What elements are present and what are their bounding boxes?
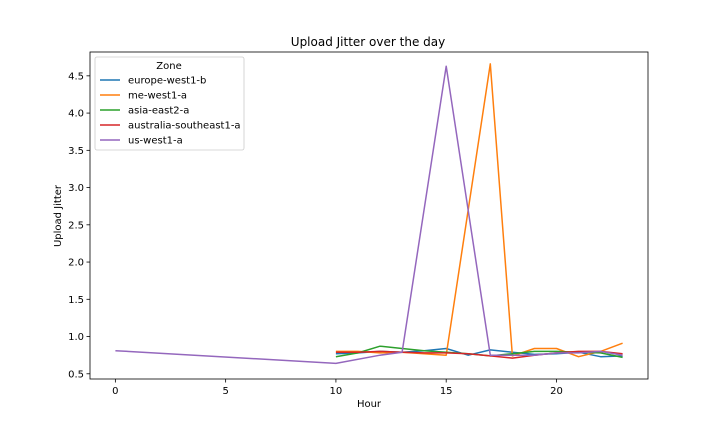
legend-title: Zone: [156, 61, 181, 72]
legend: Zone europe-west1-b me-west1-a asia-east2-…: [94, 56, 245, 151]
x-tick-label: 20: [550, 386, 563, 397]
y-axis-title: Upload Jitter: [53, 184, 64, 247]
y-tick-label: 2.5: [68, 220, 84, 231]
legend-entries: europe-west1-b me-west1-a asia-east2-a aust…: [100, 76, 241, 147]
legend-label: asia-east2-a: [128, 106, 189, 117]
series-line-me-west1-a: [335, 63, 623, 358]
chart-title: Upload Jitter over the day: [291, 35, 445, 49]
axes-frame: [89, 51, 649, 380]
x-tick-label: 15: [440, 386, 453, 397]
x-axis-title: Hour: [357, 399, 382, 410]
y-axis-ticks: 0.5 1.0 1.5 2.0 2.5 3.0 3.5 4.0 4.5: [68, 71, 90, 380]
y-tick-label: 4.5: [68, 71, 84, 82]
y-tick-label: 3.0: [68, 183, 84, 194]
series-line-australia-southeast1-a: [335, 350, 623, 359]
legend-label: australia-southeast1-a: [128, 121, 241, 132]
x-tick-label: 10: [330, 386, 343, 397]
y-tick-label: 1.5: [68, 295, 84, 306]
legend-label: us-west1-a: [128, 136, 183, 147]
x-tick-label: 5: [222, 386, 228, 397]
y-tick-label: 2.0: [68, 258, 84, 269]
series-line-us-west1-a: [115, 65, 623, 365]
y-tick-label: 3.5: [68, 146, 84, 157]
x-tick-label: 0: [112, 386, 118, 397]
y-tick-label: 0.5: [68, 369, 84, 380]
y-tick-label: 4.0: [68, 109, 84, 120]
plot-series: [115, 63, 623, 365]
x-axis-ticks: 0 5 10 15 20: [112, 379, 563, 397]
legend-box: [94, 56, 245, 151]
y-tick-label: 1.0: [68, 332, 84, 343]
legend-label: europe-west1-b: [128, 76, 206, 87]
legend-label: me-west1-a: [128, 91, 187, 102]
